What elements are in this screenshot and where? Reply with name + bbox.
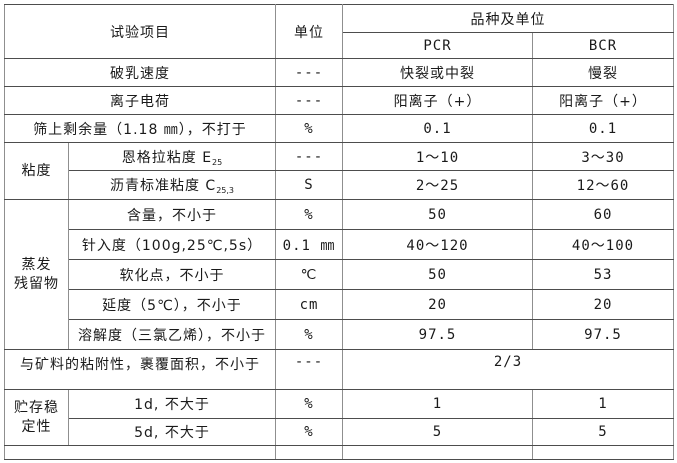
engler-label-text: 恩格拉粘度 E xyxy=(121,149,213,166)
header-variety-and-unit: 品种及单位 xyxy=(342,4,674,33)
row-viscosity-engler: 粘度 恩格拉粘度 E25 --- 1～10 3～30 xyxy=(4,142,674,200)
storage-5d-label: 5d, 不大于 xyxy=(68,418,276,446)
demulsification-bcr: 慢裂 xyxy=(532,58,674,87)
penetration-unit: 0.1 ㎜ xyxy=(275,229,343,260)
empty-cell xyxy=(532,445,674,460)
row-storage-5d: 5d, 不大于 % 5 5 xyxy=(5,418,674,446)
standard-viscosity-label-subscript: 25,3 xyxy=(216,186,235,195)
demulsification-pcr: 快裂或中裂 xyxy=(342,58,533,87)
demulsification-label: 破乳速度 xyxy=(4,58,276,87)
engler-viscosity-label: 恩格拉粘度 E25 xyxy=(68,142,276,171)
storage-5d-bcr: 5 xyxy=(532,418,674,446)
header-bcr: BCR xyxy=(532,32,674,59)
ductility-label: 延度（5℃），不小于 xyxy=(68,289,276,320)
row-viscosity-standard: 沥青标准粘度 C25,3 S 2～25 12～60 xyxy=(5,170,674,200)
engler-bcr: 3～30 xyxy=(532,142,674,171)
storage-stability-group-label: 贮存稳 定性 xyxy=(4,389,69,446)
adhesion-unit: --- xyxy=(275,349,343,390)
ductility-unit: cm xyxy=(275,289,343,320)
row-evap-softening-point: 软化点，不小于 ℃ 50 53 xyxy=(5,259,674,290)
sieve-residue-unit: % xyxy=(275,114,343,143)
demulsification-unit: --- xyxy=(275,58,343,87)
sieve-residue-bcr: 0.1 xyxy=(532,114,674,143)
spec-table: 试验项目 单位 品种及单位 PCR BCR 破乳速度 --- 快裂或中裂 慢裂 … xyxy=(4,4,674,460)
solubility-pcr: 97.5 xyxy=(342,319,533,350)
engler-label-subscript: 25 xyxy=(212,157,223,167)
storage-5d-pcr: 5 xyxy=(342,418,533,446)
softening-point-unit: ℃ xyxy=(275,259,343,290)
row-cutoff-partial xyxy=(4,445,674,460)
storage-1d-label: 1d, 不大于 xyxy=(68,389,276,419)
softening-point-bcr: 53 xyxy=(532,259,674,290)
evaporation-residue-group-label: 蒸发 残留物 xyxy=(4,199,69,350)
storage-1d-bcr: 1 xyxy=(532,389,674,419)
softening-point-label: 软化点，不小于 xyxy=(68,259,276,290)
storage-1d-unit: % xyxy=(275,389,343,419)
adhesion-label: 与矿料的粘附性，裹覆面积，不小于 xyxy=(4,349,276,390)
row-particle-charge: 离子电荷 --- 阳离子（+） 阳离子（+） xyxy=(4,86,674,115)
empty-cell xyxy=(275,445,343,460)
solubility-unit: % xyxy=(275,319,343,350)
viscosity-group-label: 粘度 xyxy=(4,142,69,200)
adhesion-value: 2/3 xyxy=(342,349,674,390)
empty-cell xyxy=(342,445,533,460)
evap-content-bcr: 60 xyxy=(532,199,674,230)
solubility-label: 溶解度（三氯乙烯），不小于 xyxy=(68,319,276,350)
standard-viscosity-pcr: 2～25 xyxy=(342,170,533,200)
penetration-bcr: 40～100 xyxy=(532,229,674,260)
standard-viscosity-label-text: 沥青标准粘度 C xyxy=(109,178,217,194)
row-storage-1d: 贮存稳 定性 1d, 不大于 % 1 1 xyxy=(4,389,674,446)
standard-viscosity-label: 沥青标准粘度 C25,3 xyxy=(68,170,276,200)
sieve-residue-label: 筛上剩余量（1.18 ㎜），不打于 xyxy=(4,114,276,143)
row-evap-ductility: 延度（5℃），不小于 cm 20 20 xyxy=(5,289,674,320)
penetration-label: 针入度（100g,25℃,5s） xyxy=(68,229,276,260)
ductility-bcr: 20 xyxy=(532,289,674,320)
row-evap-content: 蒸发 残留物 含量，不小于 % 50 60 xyxy=(4,199,674,350)
row-evap-solubility: 溶解度（三氯乙烯），不小于 % 97.5 97.5 xyxy=(5,319,674,350)
header-pcr: PCR xyxy=(342,32,533,59)
evap-content-pcr: 50 xyxy=(342,199,533,230)
storage-5d-unit: % xyxy=(275,418,343,446)
row-adhesion: 与矿料的粘附性，裹覆面积，不小于 --- 2/3 xyxy=(4,349,674,390)
evap-content-label: 含量，不小于 xyxy=(68,199,276,230)
softening-point-pcr: 50 xyxy=(342,259,533,290)
particle-charge-bcr: 阳离子（+） xyxy=(532,86,674,115)
particle-charge-pcr: 阳离子（+） xyxy=(342,86,533,115)
empty-cell xyxy=(4,445,276,460)
row-sieve-residue: 筛上剩余量（1.18 ㎜），不打于 % 0.1 0.1 xyxy=(4,114,674,143)
standard-viscosity-bcr: 12～60 xyxy=(532,170,674,200)
row-demulsification-speed: 破乳速度 --- 快裂或中裂 慢裂 xyxy=(4,58,674,87)
particle-charge-unit: --- xyxy=(275,86,343,115)
sieve-residue-pcr: 0.1 xyxy=(342,114,533,143)
engler-pcr: 1～10 xyxy=(342,142,533,171)
penetration-pcr: 40～120 xyxy=(342,229,533,260)
header-unit: 单位 xyxy=(275,4,343,59)
standard-viscosity-unit: S xyxy=(275,170,343,200)
solubility-bcr: 97.5 xyxy=(532,319,674,350)
evap-content-unit: % xyxy=(275,199,343,230)
particle-charge-label: 离子电荷 xyxy=(4,86,276,115)
header-test-item: 试验项目 xyxy=(4,4,276,59)
row-evap-penetration: 针入度（100g,25℃,5s） 0.1 ㎜ 40～120 40～100 xyxy=(5,229,674,260)
engler-unit: --- xyxy=(275,142,343,171)
ductility-pcr: 20 xyxy=(342,289,533,320)
storage-1d-pcr: 1 xyxy=(342,389,533,419)
